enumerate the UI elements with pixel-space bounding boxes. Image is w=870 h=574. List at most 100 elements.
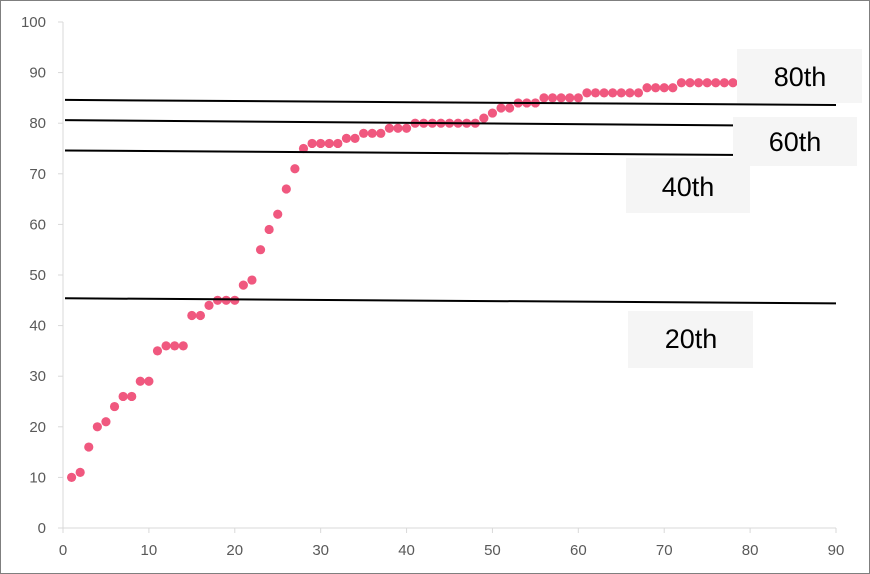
y-tick-label: 80 xyxy=(29,115,46,132)
y-tick-label: 60 xyxy=(29,216,46,233)
data-point xyxy=(547,93,558,103)
y-tick-label: 20 xyxy=(29,419,46,436)
y-tick-label: 40 xyxy=(29,318,46,335)
data-point xyxy=(333,138,343,149)
data-point xyxy=(711,78,721,88)
data-point xyxy=(633,88,644,98)
percentile-labels: 80th 60th 40th 20th xyxy=(626,49,862,368)
y-tick-label: 70 xyxy=(29,166,46,183)
data-point xyxy=(719,78,729,88)
y-tick-label: 50 xyxy=(29,267,46,284)
data-point xyxy=(625,88,635,98)
data-point xyxy=(92,422,102,432)
axes: 0 10 20 30 40 50 60 70 80 90 0 10 20 30 40 50 60 70 80 90 10… xyxy=(21,14,844,559)
x-tick-label: 20 xyxy=(226,542,243,559)
percentile-line-60th xyxy=(64,119,837,128)
data-point xyxy=(401,123,412,133)
data-point xyxy=(144,376,154,386)
data-point xyxy=(393,123,403,133)
data-point xyxy=(487,108,498,118)
data-point xyxy=(582,88,592,98)
data-point xyxy=(109,401,120,412)
y-tick-label: 100 xyxy=(21,14,46,31)
percentile-label-40th: 40th xyxy=(662,172,715,202)
y-tick-label: 90 xyxy=(29,65,46,82)
data-point xyxy=(307,138,317,149)
data-point xyxy=(702,78,712,88)
data-point xyxy=(573,93,583,103)
data-point xyxy=(75,467,85,477)
data-point xyxy=(298,143,309,154)
data-point xyxy=(565,93,575,103)
percentile-label-box xyxy=(737,49,862,103)
data-point xyxy=(728,78,738,88)
data-point xyxy=(359,128,369,138)
data-point xyxy=(556,93,566,103)
data-point xyxy=(213,295,223,305)
data-point xyxy=(264,224,274,235)
data-point xyxy=(170,341,180,351)
data-point xyxy=(616,88,626,98)
data-point xyxy=(84,442,94,452)
data-point xyxy=(642,83,652,93)
percentile-line-20th xyxy=(64,297,837,305)
percentile-label-20th: 20th xyxy=(665,324,718,354)
data-point xyxy=(135,376,145,386)
x-tick-label: 60 xyxy=(570,542,587,559)
data-point xyxy=(66,472,77,482)
data-point xyxy=(590,88,601,98)
data-point xyxy=(195,310,206,321)
data-point xyxy=(178,341,188,351)
y-tick-label: 10 xyxy=(29,469,46,486)
x-tick-label: 0 xyxy=(59,542,67,559)
data-point xyxy=(238,280,248,290)
x-tick-label: 90 xyxy=(828,542,845,559)
data-point xyxy=(118,391,128,402)
y-tick-label: 30 xyxy=(29,368,46,385)
data-point xyxy=(693,78,704,88)
data-points xyxy=(66,68,764,482)
percentile-label-80th: 80th xyxy=(774,62,827,92)
x-tick-label: 50 xyxy=(484,542,501,559)
percentile-label-60th: 60th xyxy=(769,127,822,157)
data-point xyxy=(505,103,515,113)
data-point xyxy=(161,341,171,351)
x-tick-label: 40 xyxy=(398,542,415,559)
x-tick-label: 80 xyxy=(742,542,759,559)
data-point xyxy=(324,138,334,149)
data-point xyxy=(376,128,386,138)
y-tick-label: 0 xyxy=(38,520,46,537)
data-point xyxy=(187,310,197,321)
data-point xyxy=(608,88,618,98)
data-point xyxy=(384,123,394,133)
data-point xyxy=(496,103,506,113)
data-point xyxy=(247,275,257,285)
data-point xyxy=(281,184,291,194)
data-point xyxy=(479,113,489,123)
data-point xyxy=(599,88,609,98)
x-tick-label: 10 xyxy=(141,542,158,559)
data-point xyxy=(651,83,661,93)
data-point xyxy=(676,78,687,88)
data-point xyxy=(350,133,360,143)
data-point xyxy=(685,78,695,88)
percentile-label-box xyxy=(628,311,753,368)
data-point xyxy=(273,209,283,219)
x-tick-label: 30 xyxy=(312,542,329,559)
data-point xyxy=(367,128,377,138)
x-tick-label: 70 xyxy=(656,542,673,559)
data-point xyxy=(659,83,669,93)
data-point xyxy=(127,391,137,402)
percentile-label-box xyxy=(626,158,750,213)
data-point xyxy=(290,164,300,174)
data-point xyxy=(539,93,549,103)
percentile-line-40th xyxy=(64,149,837,157)
data-point xyxy=(341,133,352,143)
data-point xyxy=(101,417,111,427)
data-point xyxy=(668,83,678,93)
data-point xyxy=(152,346,163,356)
percentile-label-box xyxy=(733,117,857,166)
data-point xyxy=(204,300,214,310)
